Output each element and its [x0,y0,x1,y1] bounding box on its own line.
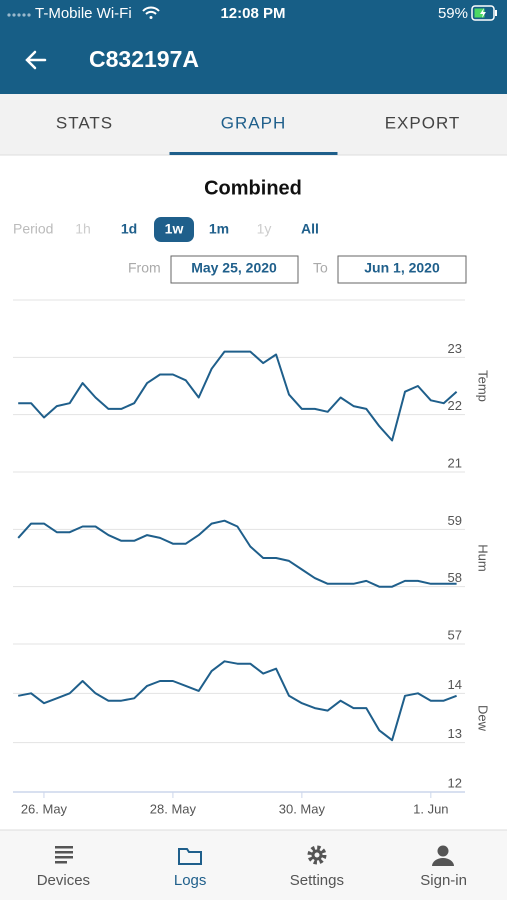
tab-label[interactable]: EXPORT [385,113,461,132]
device-title: C832197A [89,46,199,72]
period-button[interactable]: 1d [121,221,137,237]
tab-label[interactable]: STATS [56,113,113,132]
line-series [18,660,457,742]
from-label: From [128,260,161,276]
y-axis-label: Hum [476,544,491,571]
y-tick-label: 21 [448,455,462,470]
x-tick-label: 1. Jun [413,801,448,816]
nav-label[interactable]: Logs [174,872,207,889]
x-tick-label: 26. May [21,801,68,816]
carrier: T-Mobile Wi-Fi [35,5,132,22]
battery-icon [471,5,497,21]
to-field[interactable] [337,255,467,284]
tab-bar [0,94,507,155]
period-button[interactable]: 1w [165,221,184,237]
nav-label[interactable]: Sign-in [420,872,467,889]
line-series [18,350,458,442]
tab-indicator [169,152,338,155]
clock: 12:08 PM [220,5,285,22]
y-tick-label: 59 [448,513,462,528]
period-button[interactable]: 1m [209,221,229,237]
bottom-nav [0,830,507,900]
period-selected[interactable] [154,217,194,242]
y-tick-label: 12 [448,775,462,790]
y-axis-label: Dew [476,705,491,732]
nav-label[interactable]: Devices [37,872,90,889]
period-button[interactable]: All [301,221,319,237]
to-date: Jun 1, 2020 [364,260,440,276]
x-tick-label: 30. May [279,801,326,816]
y-axis-label: Temp [476,370,491,402]
back-arrow[interactable] [25,50,47,70]
y-tick-label: 23 [448,341,462,356]
y-tick-label: 22 [448,398,462,413]
x-tick-label: 28. May [150,801,197,816]
period-button: 1h [75,221,91,237]
y-tick-label: 58 [448,570,462,585]
period-label: Period [13,221,53,237]
period-button: 1y [257,221,272,237]
from-date: May 25, 2020 [191,260,277,276]
nav-label[interactable]: Settings [290,872,344,889]
from-field[interactable] [170,255,299,284]
battery-level: 59% [438,5,468,22]
tab-label[interactable]: GRAPH [221,113,286,132]
wifi-icon [142,6,160,19]
line-series [17,519,457,588]
graph-title: Combined [204,177,302,199]
app-bar [0,0,507,94]
signal-dots [7,13,31,17]
y-tick-label: 14 [448,677,462,692]
y-tick-label: 57 [448,627,462,642]
to-label: To [313,260,328,276]
y-tick-label: 13 [448,726,462,741]
nav-icons [55,845,454,866]
